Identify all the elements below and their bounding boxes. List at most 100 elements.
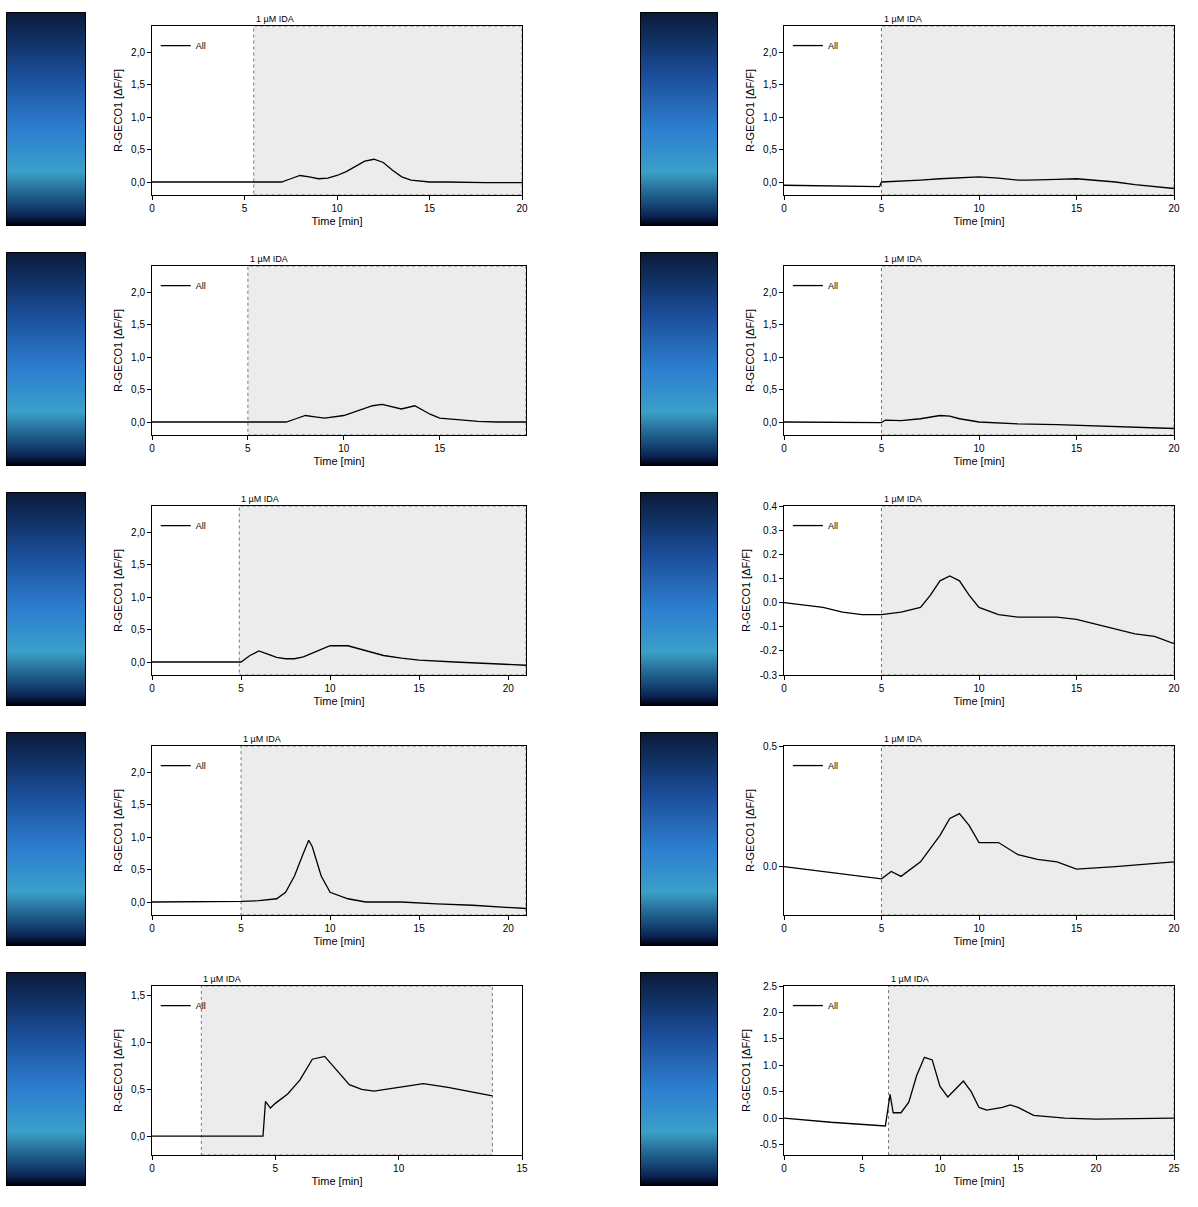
svg-text:10: 10 — [934, 1163, 946, 1174]
svg-text:5: 5 — [879, 443, 885, 454]
svg-text:1,5: 1,5 — [131, 79, 145, 90]
svg-text:20: 20 — [516, 203, 528, 214]
svg-text:20: 20 — [1090, 1163, 1102, 1174]
svg-text:15: 15 — [424, 203, 436, 214]
svg-text:15: 15 — [1012, 1163, 1024, 1174]
svg-text:2,0: 2,0 — [131, 527, 145, 538]
svg-text:5: 5 — [879, 203, 885, 214]
svg-text:R-GECO1 [ΔF/F]: R-GECO1 [ΔF/F] — [112, 69, 124, 152]
svg-text:R-GECO1 [ΔF/F]: R-GECO1 [ΔF/F] — [112, 309, 124, 392]
svg-text:1,0: 1,0 — [131, 352, 145, 363]
svg-text:0,5: 0,5 — [763, 144, 777, 155]
svg-text:5: 5 — [245, 443, 251, 454]
svg-text:5: 5 — [242, 203, 248, 214]
svg-text:15: 15 — [414, 923, 426, 934]
svg-text:1.5: 1.5 — [763, 1033, 777, 1044]
svg-text:15: 15 — [516, 1163, 528, 1174]
svg-text:10: 10 — [331, 203, 343, 214]
svg-text:2.0: 2.0 — [763, 1007, 777, 1018]
svg-text:1 µM IDA: 1 µM IDA — [241, 494, 279, 504]
svg-text:5: 5 — [238, 683, 244, 694]
svg-text:0.2: 0.2 — [763, 549, 777, 560]
svg-text:1,5: 1,5 — [131, 799, 145, 810]
svg-text:0,5: 0,5 — [131, 1084, 145, 1095]
svg-text:1,5: 1,5 — [131, 319, 145, 330]
svg-text:All: All — [828, 41, 838, 51]
svg-text:1,5: 1,5 — [131, 559, 145, 570]
svg-text:1.0: 1.0 — [763, 1060, 777, 1071]
svg-text:2,0: 2,0 — [763, 287, 777, 298]
svg-text:10: 10 — [973, 203, 985, 214]
svg-text:1 µM IDA: 1 µM IDA — [203, 974, 241, 984]
svg-text:0: 0 — [149, 1163, 155, 1174]
svg-text:0: 0 — [149, 923, 155, 934]
svg-text:10: 10 — [973, 443, 985, 454]
svg-text:2,0: 2,0 — [131, 47, 145, 58]
svg-text:0.3: 0.3 — [763, 525, 777, 536]
svg-text:1,0: 1,0 — [763, 112, 777, 123]
svg-text:All: All — [828, 281, 838, 291]
svg-text:15: 15 — [1071, 443, 1083, 454]
svg-text:0: 0 — [149, 683, 155, 694]
svg-text:All: All — [196, 1001, 206, 1011]
svg-text:0,0: 0,0 — [131, 417, 145, 428]
svg-text:All: All — [196, 761, 206, 771]
svg-text:Time [min]: Time [min] — [312, 215, 363, 227]
svg-text:1,5: 1,5 — [763, 319, 777, 330]
svg-text:2,0: 2,0 — [763, 47, 777, 58]
svg-text:All: All — [828, 761, 838, 771]
svg-text:1,0: 1,0 — [131, 592, 145, 603]
svg-text:1,0: 1,0 — [131, 112, 145, 123]
svg-text:10: 10 — [973, 683, 985, 694]
svg-text:0: 0 — [781, 443, 787, 454]
svg-text:0.4: 0.4 — [763, 501, 777, 512]
svg-text:R-GECO1 [ΔF/F]: R-GECO1 [ΔF/F] — [744, 789, 756, 872]
svg-text:All: All — [196, 41, 206, 51]
svg-text:Time [min]: Time [min] — [954, 935, 1005, 947]
svg-text:1,0: 1,0 — [131, 832, 145, 843]
svg-text:-0.1: -0.1 — [760, 621, 778, 632]
svg-text:15: 15 — [1071, 683, 1083, 694]
svg-text:Time [min]: Time [min] — [314, 695, 365, 707]
svg-text:10: 10 — [973, 923, 985, 934]
svg-text:25: 25 — [1168, 1163, 1180, 1174]
svg-text:Time [min]: Time [min] — [954, 215, 1005, 227]
svg-text:R-GECO1 [ΔF/F]: R-GECO1 [ΔF/F] — [744, 69, 756, 152]
svg-text:1 µM IDA: 1 µM IDA — [884, 494, 922, 504]
svg-text:20: 20 — [503, 923, 515, 934]
svg-text:0.5: 0.5 — [763, 1086, 777, 1097]
svg-text:0,0: 0,0 — [131, 177, 145, 188]
svg-text:2.5: 2.5 — [763, 981, 777, 992]
svg-text:R-GECO1 [ΔF/F]: R-GECO1 [ΔF/F] — [740, 549, 752, 632]
svg-text:1 µM IDA: 1 µM IDA — [884, 254, 922, 264]
svg-text:1 µM IDA: 1 µM IDA — [250, 254, 288, 264]
svg-text:2,0: 2,0 — [131, 767, 145, 778]
svg-text:1 µM IDA: 1 µM IDA — [891, 974, 929, 984]
svg-text:0,0: 0,0 — [131, 1131, 145, 1142]
svg-text:0: 0 — [781, 203, 787, 214]
svg-text:10: 10 — [325, 923, 337, 934]
svg-text:5: 5 — [879, 683, 885, 694]
svg-text:0.0: 0.0 — [763, 861, 777, 872]
svg-text:1,5: 1,5 — [131, 990, 145, 1001]
svg-text:-0.2: -0.2 — [760, 645, 778, 656]
svg-text:1 µM IDA: 1 µM IDA — [884, 14, 922, 24]
svg-text:5: 5 — [273, 1163, 279, 1174]
svg-text:0: 0 — [149, 203, 155, 214]
svg-text:0,5: 0,5 — [131, 384, 145, 395]
svg-text:Time [min]: Time [min] — [314, 455, 365, 467]
svg-text:15: 15 — [1071, 203, 1083, 214]
svg-text:20: 20 — [1168, 683, 1180, 694]
svg-text:All: All — [828, 1001, 838, 1011]
svg-text:Time [min]: Time [min] — [314, 935, 365, 947]
svg-text:All: All — [828, 521, 838, 531]
svg-text:0,5: 0,5 — [131, 144, 145, 155]
svg-text:0.0: 0.0 — [763, 597, 777, 608]
svg-text:All: All — [196, 281, 206, 291]
svg-text:15: 15 — [414, 683, 426, 694]
svg-text:10: 10 — [338, 443, 350, 454]
svg-text:1,0: 1,0 — [131, 1037, 145, 1048]
svg-text:R-GECO1 [ΔF/F]: R-GECO1 [ΔF/F] — [112, 1029, 124, 1112]
svg-text:0.1: 0.1 — [763, 573, 777, 584]
svg-text:20: 20 — [1168, 203, 1180, 214]
